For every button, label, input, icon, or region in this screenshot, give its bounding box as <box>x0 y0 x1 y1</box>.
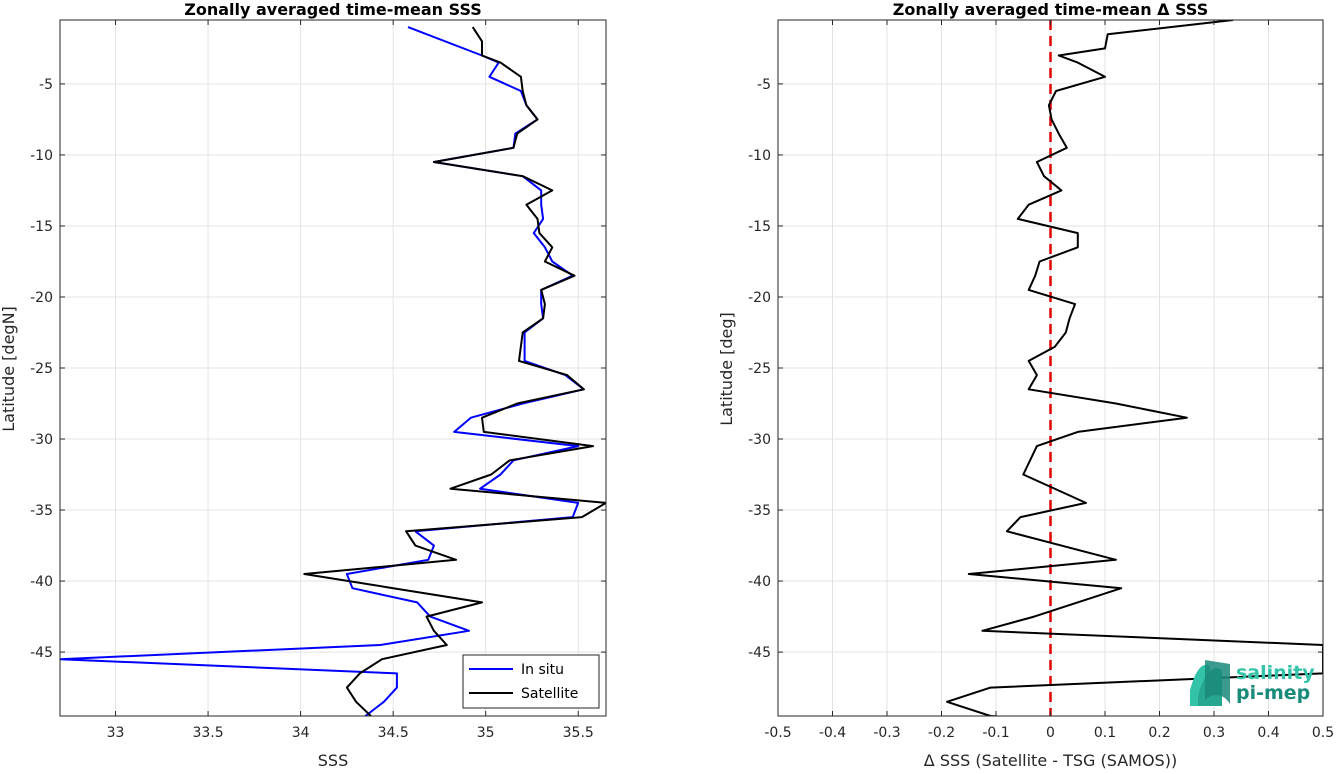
y-tick-label: -45 <box>748 645 771 661</box>
x-tick-label: 35.5 <box>563 725 594 741</box>
right-panel: -0.5 -0.4 -0.3 -0.2 -0.1 0 0.1 0.2 0.3 0.4 0.5 -5 -1… <box>717 0 1334 770</box>
x-axis-label: Δ SSS (Satellite - TSG (SAMOS)) <box>924 751 1177 769</box>
logo-line2: pi-mep <box>1236 682 1310 704</box>
y-tick-label: -25 <box>748 361 771 377</box>
x-tick-label: 0.2 <box>1148 725 1170 741</box>
x-tick-label: 0 <box>1046 725 1055 741</box>
y-tick-label: -30 <box>30 432 53 448</box>
series-line-satellite <box>303 26 606 716</box>
y-axis-label: Latitude [degN] <box>0 306 18 432</box>
x-tick-label: 33 <box>107 725 125 741</box>
left-panel: 33 33.5 34 34.5 35 35.5 -5 -10 -15 -20 -25 -30 -35 -4… <box>0 0 607 770</box>
y-axis-label: Latitude [deg] <box>717 312 736 426</box>
series-group <box>946 20 1323 716</box>
salinity-pi-mep-logo: salinity pi-mep <box>1190 660 1315 706</box>
y-tick-label: -25 <box>30 361 53 377</box>
y-tick-label: -35 <box>30 503 53 519</box>
y-tick-label: -20 <box>30 290 53 306</box>
x-tick-label: -0.1 <box>982 725 1009 741</box>
y-tick-label: -5 <box>757 77 771 93</box>
series-line-in-situ <box>60 26 585 716</box>
y-tick-label: -10 <box>748 148 771 164</box>
y-tick-label: -30 <box>748 432 771 448</box>
x-tick-label: 0.3 <box>1203 725 1225 741</box>
series-group <box>60 26 606 716</box>
legend-label: In situ <box>521 662 564 678</box>
chart-title: Zonally averaged time-mean Δ SSS <box>893 0 1209 19</box>
y-tick-label: -10 <box>30 148 53 164</box>
x-tick-label: 35 <box>477 725 495 741</box>
y-tick-label: -15 <box>30 219 53 235</box>
x-tick-label: -0.3 <box>873 725 900 741</box>
x-tick-label: 0.5 <box>1312 725 1334 741</box>
x-tick-label: 0.4 <box>1257 725 1279 741</box>
y-tick-label: -40 <box>30 574 53 590</box>
series-line-0 <box>946 20 1323 716</box>
legend-box <box>462 654 600 709</box>
legend: In situ Satellite <box>462 654 600 709</box>
x-tick-label: -0.4 <box>819 725 846 741</box>
x-tick-label: 0.1 <box>1094 725 1116 741</box>
chart-title: Zonally averaged time-mean SSS <box>184 0 482 19</box>
y-tick-label: -35 <box>748 503 771 519</box>
y-tick-label: -40 <box>748 574 771 590</box>
x-tick-label: 33.5 <box>192 725 223 741</box>
legend-label: Satellite <box>521 686 578 702</box>
x-tick-label: -0.5 <box>764 725 791 741</box>
y-tick-label: -20 <box>748 290 771 306</box>
logo-waves-icon <box>1190 660 1230 706</box>
y-tick-label: -45 <box>30 645 53 661</box>
x-tick-label: 34.5 <box>378 725 409 741</box>
x-axis-label: SSS <box>318 751 348 769</box>
x-tick-label: -0.2 <box>928 725 955 741</box>
logo-line1: salinity <box>1236 662 1315 684</box>
x-tick-label: 34 <box>292 725 310 741</box>
y-tick-label: -5 <box>39 77 53 93</box>
y-tick-label: -15 <box>748 219 771 235</box>
